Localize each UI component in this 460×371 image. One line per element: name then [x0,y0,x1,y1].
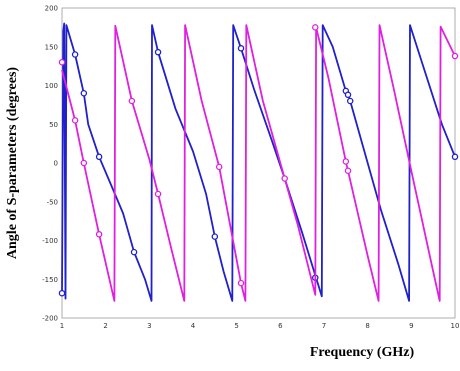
series-2-marker [95,231,103,238]
y-tick-label: -100 [42,237,58,245]
series-1-marker [237,45,245,52]
x-tick-label: 4 [191,322,196,330]
series-1-marker [154,48,162,56]
series-2-marker [128,97,136,105]
x-tick-label: 3 [147,322,151,330]
series-2-marker [451,52,459,60]
y-tick-label: -150 [42,276,58,284]
y-tick-label: -50 [47,198,58,206]
x-axis-title: Frequency (GHz) [310,345,415,360]
series-2 [58,24,459,302]
x-axis-ticks: 1 2 3 4 5 6 7 8 9 10 [60,322,460,330]
series-2-line [61,24,456,302]
y-axis-ticks: 200 150 100 50 0 -50 -100 -150 -200 [42,5,58,323]
series-1-marker [211,233,219,240]
x-tick-label: 7 [322,322,326,330]
series-1-marker [95,153,103,161]
series-1-marker [344,91,352,99]
y-tick-label: 200 [45,5,58,13]
series-2-marker [215,163,223,171]
series-1-marker [58,289,66,297]
y-tick-label: -200 [42,315,58,323]
y-tick-label: 100 [45,82,58,90]
y-tick-label: 50 [49,121,58,129]
y-axis-title: Angle of S-parameters (degrees) [5,67,20,260]
x-tick-label: 9 [409,322,413,330]
series-2-marker [312,24,319,31]
y-tick-label: 0 [54,160,58,168]
series-1 [58,22,459,302]
x-tick-label: 8 [365,322,369,330]
series-1-marker [346,97,354,105]
series-2-marker [344,167,352,174]
series-1-line [61,22,456,302]
series-layer [58,22,459,302]
x-tick-label: 6 [278,322,283,330]
series-1-marker [130,248,138,256]
series-2-marker [342,158,350,165]
series-2-marker [281,175,288,182]
x-tick-label: 10 [451,322,460,330]
series-1-marker [80,90,88,97]
y-tick-label: 150 [45,43,58,51]
series-1-marker [451,153,459,161]
x-tick-label: 1 [60,322,64,330]
series-2-marker [237,279,245,287]
series-2-marker [58,59,66,66]
series-2-marker [80,159,88,167]
series-1-marker [71,51,79,58]
series-2-marker [154,190,162,198]
x-tick-label: 2 [103,322,107,330]
x-tick-label: 5 [234,322,238,330]
series-2-marker [71,117,79,124]
